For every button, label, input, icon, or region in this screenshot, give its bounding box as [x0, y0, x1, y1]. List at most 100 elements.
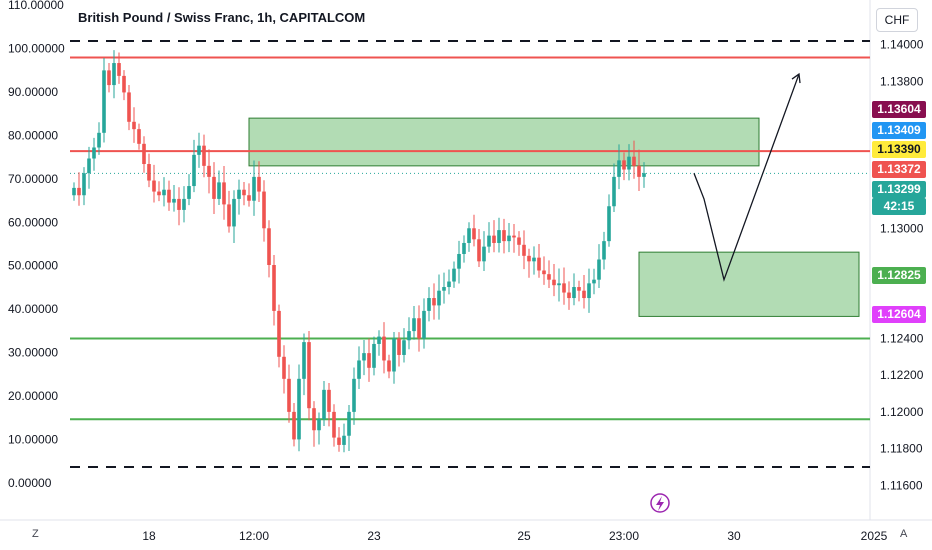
candle-body [627, 156, 631, 170]
candle-body [282, 356, 286, 379]
candle-body [197, 145, 201, 155]
left-axis-tick: 30.00000 [8, 346, 58, 360]
candle-body [452, 268, 456, 282]
candle-body [187, 186, 191, 199]
candle-body [482, 246, 486, 262]
left-axis-tick: 40.00000 [8, 302, 58, 316]
candle-body [202, 145, 206, 166]
currency-button[interactable]: CHF [876, 8, 918, 32]
candle-body [577, 287, 581, 291]
candle-body [547, 274, 551, 280]
candle-body [617, 160, 621, 177]
candle-body [377, 336, 381, 344]
candle-body [572, 287, 576, 299]
candle-body [537, 257, 541, 271]
timezone-button[interactable]: Z [32, 528, 39, 540]
candle-body [607, 206, 611, 242]
candle-body [567, 292, 571, 299]
candle-body [142, 143, 146, 165]
candle-body [402, 340, 406, 355]
candle-body [487, 235, 491, 247]
demand-zone [638, 251, 860, 317]
candle-body [302, 342, 306, 379]
candle-body [147, 164, 151, 181]
time-axis-tick: 25 [517, 529, 531, 543]
candle-body [357, 360, 361, 379]
candle-body [337, 437, 341, 445]
candle-body [162, 189, 166, 196]
candle-body [467, 228, 471, 243]
projection-path [693, 73, 800, 282]
left-axis-tick: 80.00000 [8, 128, 58, 142]
candle-body [457, 253, 461, 269]
time-axis-tick: 30 [727, 529, 741, 543]
auto-scale-button[interactable]: A [900, 528, 908, 540]
price-label-badge: 1.13299 [872, 181, 926, 198]
candle-body [252, 176, 256, 201]
candle-body [397, 338, 401, 355]
candle-body [257, 176, 261, 192]
price-label-badge: 1.12604 [872, 306, 926, 323]
candle-body [382, 336, 386, 361]
candle-body [417, 318, 421, 339]
price-axis-tick: 1.11800 [880, 442, 923, 456]
candle-body [552, 279, 556, 286]
candle-body [192, 154, 196, 187]
candle-body [262, 191, 266, 229]
candle-body [587, 283, 591, 299]
candle-body [632, 156, 636, 166]
left-axis-tick: 70.00000 [8, 172, 58, 186]
candle-body [247, 195, 251, 201]
candle-body [272, 265, 276, 311]
candle-body [427, 298, 431, 311]
candle-body [542, 270, 546, 275]
price-label-badge: 1.13372 [872, 161, 926, 178]
candle-body [317, 419, 321, 431]
candle-body [107, 70, 111, 86]
candle-body [477, 239, 481, 262]
candle-body [267, 228, 271, 265]
candle-body [217, 182, 221, 199]
candle-body [112, 63, 116, 86]
candle-body [637, 165, 641, 177]
candle-body [497, 230, 501, 243]
candle-body [172, 198, 176, 203]
candle-body [307, 342, 311, 409]
price-axis-tick: 1.13800 [880, 74, 924, 88]
candle-body [327, 389, 331, 412]
left-axis-tick: 50.00000 [8, 259, 58, 273]
candle-body [512, 235, 516, 238]
candle-body [167, 189, 171, 203]
candle-body [422, 310, 426, 339]
candle-body [432, 298, 436, 306]
left-axis-tick: 0.00000 [8, 476, 52, 490]
candle-body [287, 378, 291, 412]
candle-body [237, 189, 241, 199]
left-axis-tick: 20.00000 [8, 389, 58, 403]
candle-body [362, 353, 366, 361]
candle-body [562, 283, 566, 293]
candle-body [462, 242, 466, 254]
price-label-badge: 1.13604 [872, 101, 926, 118]
candle-body [77, 187, 81, 196]
candle-body [117, 63, 121, 76]
candle-body [442, 287, 446, 291]
candle-body [152, 180, 156, 192]
candle-body [297, 378, 301, 440]
price-label-badge: 1.12825 [872, 267, 926, 284]
left-axis-tick: 60.00000 [8, 215, 58, 229]
candle-body [97, 132, 101, 148]
price-axis-tick: 1.14000 [880, 38, 924, 52]
candle-body [342, 435, 346, 445]
projection-arrowhead [791, 72, 801, 84]
candle-body [367, 353, 371, 368]
time-axis-tick: 12:00 [239, 529, 269, 543]
candle-body [502, 230, 506, 242]
candle-body [602, 241, 606, 260]
price-axis-tick: 1.11600 [880, 478, 923, 492]
left-axis-tick: 100.00000 [8, 41, 65, 55]
candle-body [582, 290, 586, 299]
candle-body [517, 237, 521, 245]
candle-body [472, 228, 476, 240]
